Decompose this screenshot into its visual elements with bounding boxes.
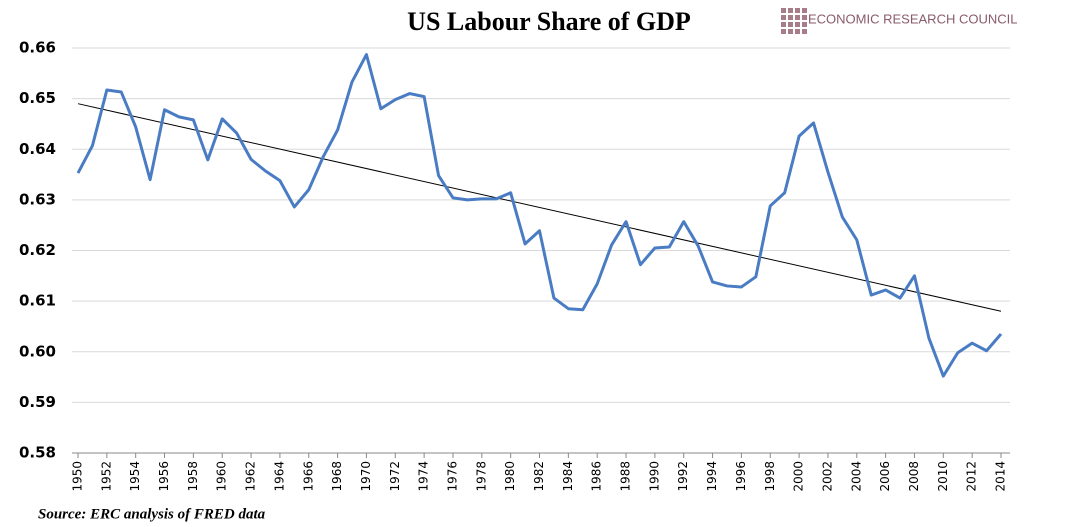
x-tick-label: 1990 — [647, 461, 661, 492]
x-tick-label: 2014 — [994, 461, 1008, 492]
x-tick-label: 2006 — [878, 461, 892, 492]
y-tick-label: 0.66 — [19, 39, 56, 57]
x-tick-label: 1964 — [272, 461, 286, 492]
trend-line — [77, 103, 1002, 312]
y-tick-label: 0.59 — [19, 393, 56, 411]
x-tick-label: 1956 — [157, 461, 171, 492]
x-tick-label: 2002 — [820, 461, 834, 492]
x-tick-label: 2010 — [936, 461, 950, 492]
x-tick-label: 1958 — [186, 461, 200, 492]
x-tick-label: 1980 — [503, 461, 517, 492]
x-tick-label: 1952 — [99, 461, 113, 492]
x-tick-label: 1998 — [763, 461, 777, 492]
y-tick-label: 0.62 — [19, 241, 56, 259]
x-tick-label: 1974 — [417, 461, 431, 492]
x-tick-label: 1994 — [705, 461, 719, 492]
x-tick-label: 1962 — [244, 461, 258, 492]
x-tick-label: 1972 — [388, 461, 402, 492]
x-tick-label: 1976 — [445, 461, 459, 492]
y-tick-label: 0.60 — [19, 342, 56, 360]
x-tick-label: 1986 — [590, 461, 604, 492]
source-note: Source: ERC analysis of FRED data — [38, 506, 266, 522]
x-tick-label: 1982 — [532, 461, 546, 492]
x-tick-label: 1968 — [330, 461, 344, 492]
x-tick-label: 1996 — [734, 461, 748, 492]
y-tick-label: 0.63 — [19, 190, 56, 208]
brand-logo — [781, 8, 807, 34]
x-tick-label: 2000 — [792, 461, 806, 492]
x-tick-label: 2008 — [907, 461, 921, 492]
x-tick-label: 2004 — [849, 461, 863, 492]
chart-title: US Labour Share of GDP — [407, 7, 691, 36]
x-tick-label: 1978 — [474, 461, 488, 492]
x-tick-label: 1960 — [215, 461, 229, 492]
x-tick-label: 2012 — [965, 461, 979, 492]
y-tick-label: 0.58 — [19, 444, 56, 462]
y-tick-label: 0.61 — [19, 292, 56, 310]
data-line — [76, 53, 1003, 378]
x-tick-label: 1984 — [561, 461, 575, 492]
x-tick-label: 1950 — [71, 461, 85, 492]
x-tick-label: 1988 — [619, 461, 633, 492]
x-tick-label: 1954 — [128, 461, 142, 492]
x-tick-label: 1970 — [359, 461, 373, 492]
x-tick-label: 1992 — [676, 461, 690, 492]
y-tick-label: 0.65 — [19, 89, 56, 107]
y-tick-label: 0.64 — [19, 140, 56, 158]
brand-name: ECONOMIC RESEARCH COUNCIL — [808, 11, 1017, 26]
x-tick-label: 1966 — [301, 461, 315, 492]
